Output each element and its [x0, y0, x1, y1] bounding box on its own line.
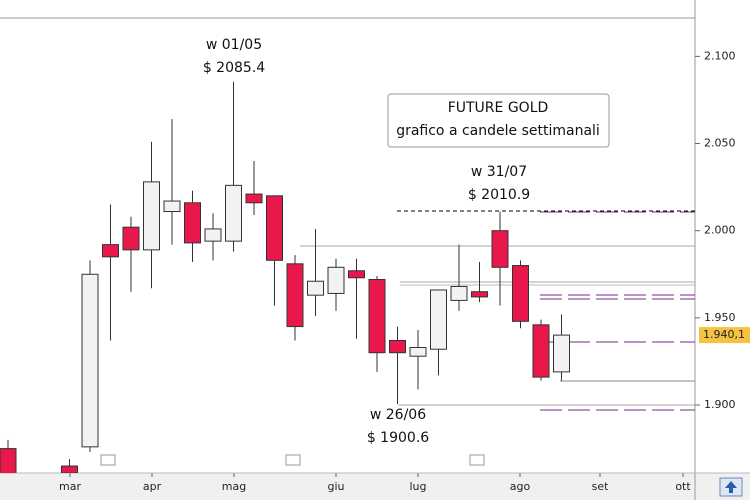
event-icon: [100, 454, 116, 466]
annotation: w 31/07: [471, 164, 527, 180]
candle-body: [491, 230, 509, 268]
candle-body: [389, 340, 406, 354]
annotation: $ 1900.6: [367, 430, 429, 446]
x-tick-label: apr: [143, 480, 162, 493]
y-tick-label: 1.950: [704, 311, 736, 324]
y-tick-label: 1.900: [704, 398, 736, 411]
y-tick-label: 2.100: [704, 49, 736, 62]
candle-body: [307, 280, 324, 296]
candle-body: [512, 265, 529, 322]
candle-body: [184, 202, 201, 244]
event-icon: [469, 454, 485, 466]
annotation: $ 2010.9: [468, 187, 530, 203]
x-tick-label: mar: [59, 480, 81, 493]
x-tick-label: ago: [510, 480, 531, 493]
icons: [100, 454, 485, 466]
candle-body: [225, 184, 242, 242]
candle-body: [532, 324, 550, 378]
scroll-icon: [725, 481, 737, 493]
chart-title: FUTURE GOLD: [448, 100, 549, 116]
annotation: w 26/06: [370, 407, 426, 423]
candle-body: [0, 448, 17, 473]
candle-body: [143, 181, 160, 251]
candle-body: [61, 465, 78, 473]
chart-subtitle: grafico a candele settimanali: [396, 123, 600, 139]
levels: [300, 210, 695, 411]
candle-body: [409, 346, 427, 357]
candle-body: [163, 200, 181, 213]
x-axis-band: [0, 473, 750, 500]
x-tick-label: lug: [409, 480, 426, 493]
candle-body: [204, 228, 222, 242]
candle-body: [450, 285, 468, 301]
candle-body: [266, 195, 283, 261]
y-tick-label: 2.000: [704, 224, 736, 237]
candle-body: [286, 263, 304, 328]
candles: [0, 81, 570, 473]
price-tag-label: 1.940,1: [703, 328, 745, 341]
x-tick-label: giu: [327, 480, 344, 493]
annotation: $ 2085.4: [203, 60, 265, 76]
candle-body: [368, 278, 386, 354]
candle-body: [348, 270, 365, 279]
annotation: w 01/05: [206, 37, 262, 53]
candle-body: [81, 273, 99, 448]
candle-body: [327, 266, 345, 294]
candle-body: [553, 334, 570, 373]
title-box: [387, 93, 610, 148]
x-tick-label: set: [592, 480, 609, 493]
candle-body: [430, 289, 447, 350]
x-tick-label: mag: [222, 480, 246, 493]
candle-body: [122, 226, 140, 251]
candle-body: [471, 291, 488, 298]
event-icon: [285, 454, 301, 466]
candle-body: [245, 193, 263, 204]
y-tick-label: 2.050: [704, 137, 736, 150]
price-tag: [699, 327, 750, 344]
candle-body: [102, 244, 119, 258]
x-tick-label: ott: [675, 480, 691, 493]
